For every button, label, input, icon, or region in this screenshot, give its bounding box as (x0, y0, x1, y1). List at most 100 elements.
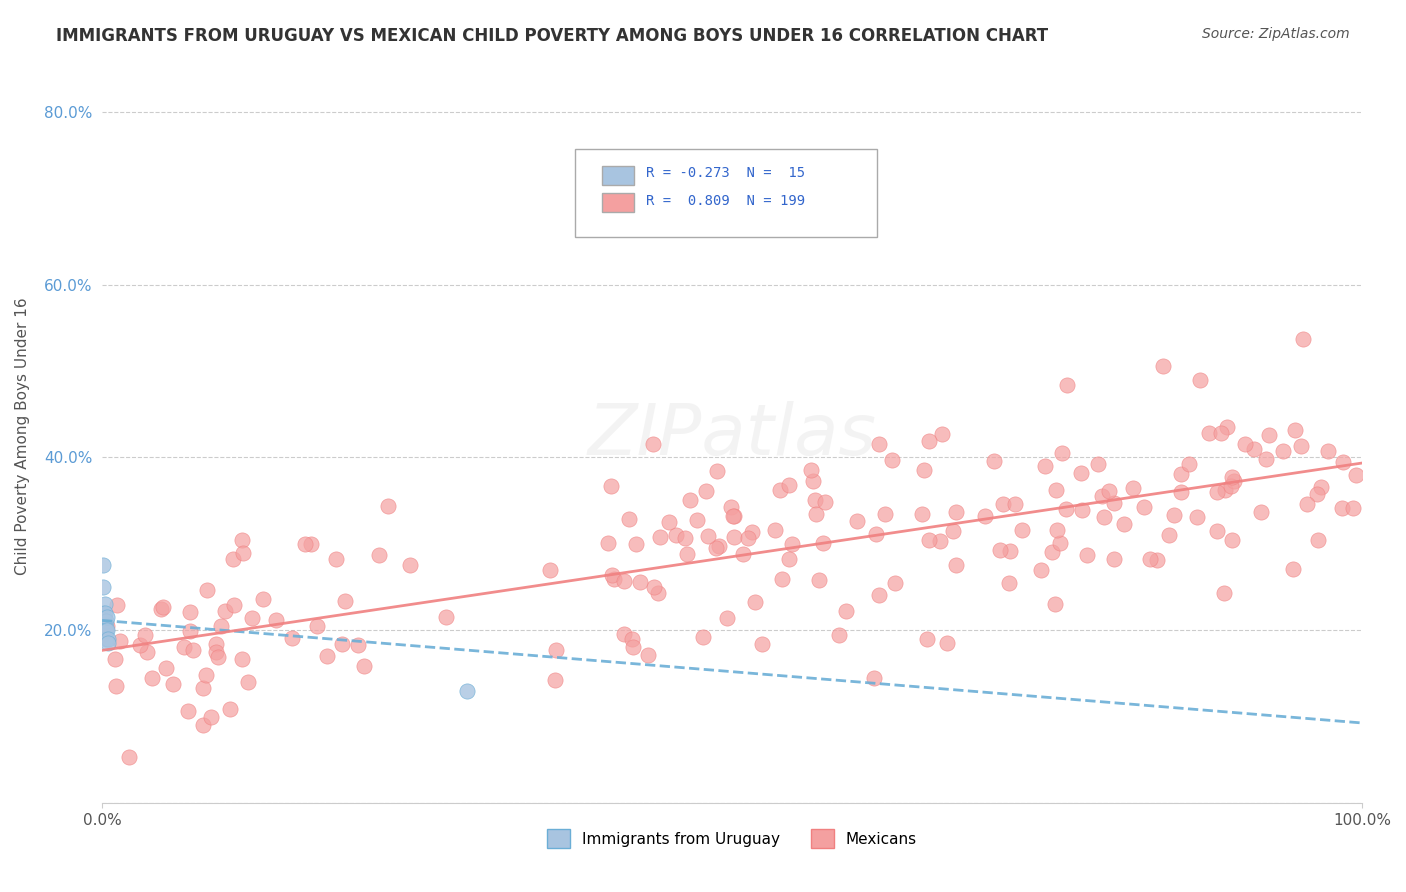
Mexicans (707, 539, 730, 553)
Mexicans (128, 638, 150, 652)
Mexicans (813, 536, 835, 550)
Mexicans (695, 484, 717, 499)
Immigrants from Uruguay (97, 632, 120, 646)
Mexicans (173, 640, 195, 655)
Mexicans (1282, 561, 1305, 575)
Mexicans (641, 437, 664, 451)
Mexicans (105, 598, 128, 612)
Mexicans (1343, 501, 1365, 516)
Mexicans (1243, 442, 1265, 457)
Mexicans (299, 537, 322, 551)
Mexicans (600, 567, 623, 582)
Mexicans (880, 452, 903, 467)
Immigrants from Uruguay (96, 623, 118, 637)
Mexicans (704, 541, 727, 555)
Mexicans (741, 524, 763, 539)
Mexicans (676, 547, 699, 561)
Mexicans (865, 526, 887, 541)
Immigrants from Uruguay (96, 610, 118, 624)
Mexicans (538, 563, 561, 577)
Mexicans (931, 427, 953, 442)
Mexicans (195, 583, 218, 598)
Mexicans (673, 531, 696, 545)
Immigrants from Uruguay (93, 597, 115, 611)
Mexicans (1178, 457, 1201, 471)
Mexicans (807, 574, 830, 588)
Mexicans (988, 543, 1011, 558)
Mexicans (1198, 426, 1220, 441)
Mexicans (1104, 496, 1126, 510)
Mexicans (596, 536, 619, 550)
Mexicans (624, 537, 647, 551)
Mexicans (1029, 563, 1052, 577)
Mexicans (179, 606, 201, 620)
Mexicans (915, 632, 938, 647)
Mexicans (1076, 548, 1098, 562)
Mexicans (177, 704, 200, 718)
Mexicans (1152, 359, 1174, 373)
Mexicans (222, 598, 245, 612)
Mexicans (232, 546, 254, 560)
Mexicans (696, 529, 718, 543)
Mexicans (231, 651, 253, 665)
Mexicans (942, 524, 965, 538)
Mexicans (613, 627, 636, 641)
Mexicans (1087, 457, 1109, 471)
Mexicans (141, 671, 163, 685)
Mexicans (252, 592, 274, 607)
Mexicans (152, 600, 174, 615)
Mexicans (367, 549, 389, 563)
Mexicans (1071, 503, 1094, 517)
Mexicans (974, 509, 997, 524)
Mexicans (765, 523, 787, 537)
Mexicans (737, 531, 759, 545)
Bar (602, 194, 634, 211)
Mexicans (281, 631, 304, 645)
Mexicans (1146, 553, 1168, 567)
Mexicans (1112, 516, 1135, 531)
Mexicans (918, 434, 941, 448)
Mexicans (628, 575, 651, 590)
Mexicans (330, 637, 353, 651)
Mexicans (884, 576, 907, 591)
Mexicans (1250, 505, 1272, 519)
Mexicans (1040, 545, 1063, 559)
Mexicans (1091, 489, 1114, 503)
Mexicans (863, 671, 886, 685)
Text: R = -0.273  N =  15: R = -0.273 N = 15 (647, 166, 806, 180)
Mexicans (200, 710, 222, 724)
Mexicans (911, 507, 934, 521)
Mexicans (1159, 528, 1181, 542)
Mexicans (150, 602, 173, 616)
Mexicans (1213, 483, 1236, 498)
Immigrants from Uruguay (94, 632, 117, 646)
Mexicans (804, 507, 827, 521)
Mexicans (936, 636, 959, 650)
Mexicans (1254, 452, 1277, 467)
Mexicans (804, 492, 827, 507)
Immigrants from Uruguay (93, 580, 115, 594)
Mexicans (1306, 533, 1329, 547)
Mexicans (193, 718, 215, 732)
Mexicans (181, 642, 204, 657)
Mexicans (648, 530, 671, 544)
Mexicans (1205, 524, 1227, 539)
Mexicans (983, 454, 1005, 468)
Mexicans (723, 509, 745, 524)
Mexicans (997, 576, 1019, 591)
Mexicans (222, 551, 245, 566)
Mexicans (294, 537, 316, 551)
Mexicans (1310, 480, 1333, 494)
Mexicans (207, 649, 229, 664)
Mexicans (1272, 444, 1295, 458)
Mexicans (1220, 470, 1243, 484)
Mexicans (1330, 500, 1353, 515)
Immigrants from Uruguay (97, 636, 120, 650)
Mexicans (91, 628, 114, 642)
Mexicans (1216, 420, 1239, 434)
FancyBboxPatch shape (575, 149, 877, 237)
Mexicans (723, 530, 745, 544)
Mexicans (264, 613, 287, 627)
Mexicans (603, 572, 626, 586)
Mexicans (105, 679, 128, 693)
